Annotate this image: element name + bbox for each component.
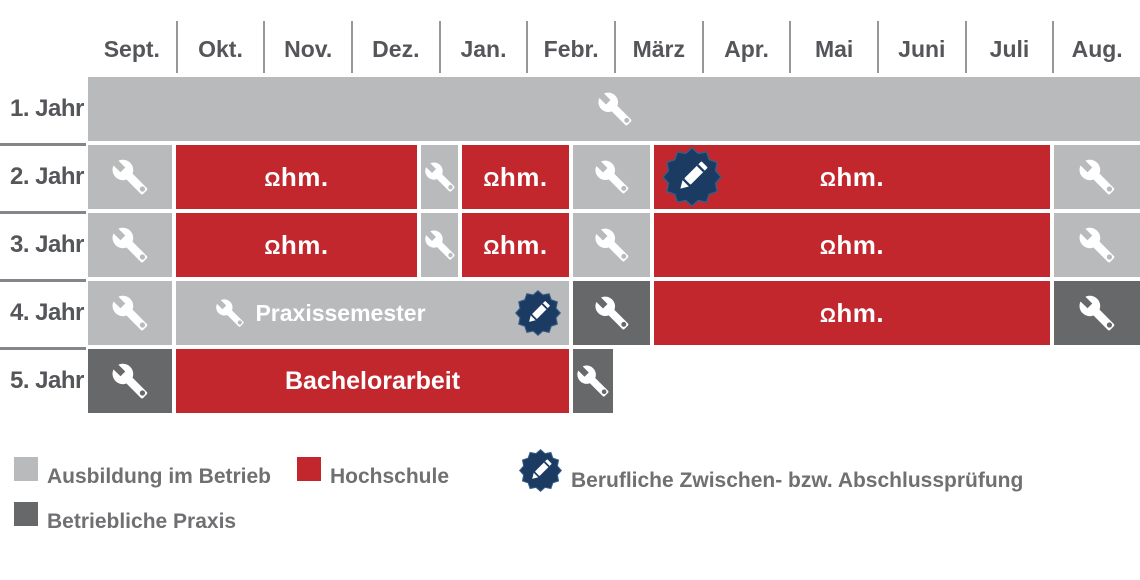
- block-university: Ωhm.: [654, 281, 1050, 345]
- month-label: Juli: [964, 21, 1053, 73]
- ohm-logo: Ωhm.: [819, 297, 885, 328]
- wrench-icon: [112, 159, 148, 195]
- month-label: Aug.: [1052, 21, 1140, 73]
- block-company-training: [573, 213, 650, 277]
- wrench-icon: [424, 230, 455, 260]
- wrench-icon: [577, 365, 609, 397]
- block-company-practice: [1054, 281, 1140, 345]
- ohm-logo: Ωhm.: [819, 229, 885, 260]
- month-label: Jan.: [438, 21, 527, 73]
- block-university: Ωhm.: [176, 213, 417, 277]
- wrench-icon: [594, 296, 628, 330]
- legend-item-pruefung: Berufliche Zwischen- bzw. Abschlussprüfu…: [519, 449, 1023, 493]
- row-divider: [0, 279, 86, 282]
- block-university: Ωhm.: [462, 213, 569, 277]
- month-header: Sept. Okt. Nov. Dez. Jan. Febr. März Apr…: [88, 21, 1140, 73]
- month-label: Nov.: [263, 21, 351, 73]
- month-label: Dez.: [350, 21, 439, 73]
- legend-label: Betriebliche Praxis: [47, 510, 237, 533]
- wrench-icon: [594, 228, 628, 262]
- wrench-icon: [112, 227, 148, 263]
- year-label-4: 4. Jahr: [10, 299, 84, 326]
- pencil-icon: [529, 301, 550, 322]
- wrench-icon: [216, 299, 245, 327]
- wrench-icon: [594, 160, 628, 194]
- block-company-training: [421, 213, 458, 277]
- praxissemester-label: Praxissemester: [255, 299, 426, 326]
- legend-label: Hochschule: [330, 465, 450, 488]
- block-university: Ωhm.: [462, 145, 569, 209]
- month-label: Okt.: [175, 21, 264, 73]
- ohm-logo: Ωhm.: [264, 229, 329, 260]
- pencil-icon: [532, 459, 552, 479]
- legend-swatch-company-practice: [14, 502, 38, 526]
- month-label: Apr.: [701, 21, 790, 73]
- block-company-training: [573, 145, 650, 209]
- wrench-icon: [1079, 295, 1115, 331]
- month-label: Febr.: [526, 21, 614, 73]
- row-divider: [0, 347, 86, 350]
- wrench-icon: [1079, 159, 1115, 195]
- ohm-logo: Ωhm.: [264, 161, 329, 192]
- exam-seal-icon: [662, 147, 722, 207]
- block-company-practice: [573, 281, 650, 345]
- year-label-5: 5. Jahr: [10, 367, 84, 394]
- legend-item-hochschule: Hochschule: [297, 457, 449, 489]
- row-divider: [0, 211, 86, 214]
- pencil-icon: [680, 161, 708, 189]
- wrench-icon: [112, 295, 148, 331]
- month-label: Mai: [789, 21, 877, 73]
- block-university: Ωhm.: [654, 145, 1050, 209]
- block-company-training: [88, 77, 1140, 141]
- block-university: Ωhm.: [654, 213, 1050, 277]
- legend-swatch-university: [297, 457, 321, 481]
- block-bachelorarbeit: Bachelorarbeit: [176, 349, 569, 413]
- legend-swatch-company-training: [14, 457, 38, 481]
- block-company-training: [1054, 145, 1140, 209]
- block-company-training: [88, 281, 172, 345]
- block-company-practice: [88, 349, 172, 413]
- block-company-training: [88, 213, 172, 277]
- legend-item-praxis: Betriebliche Praxis: [14, 502, 236, 534]
- year-label-1: 1. Jahr: [10, 95, 84, 122]
- ohm-logo: Ωhm.: [483, 229, 548, 260]
- block-praxissemester: Praxissemester: [176, 281, 569, 345]
- year-label-2: 2. Jahr: [10, 163, 84, 190]
- legend-item-ausbildung: Ausbildung im Betrieb: [14, 457, 271, 489]
- wrench-icon: [598, 92, 632, 126]
- legend-label: Ausbildung im Betrieb: [47, 465, 272, 488]
- block-university: Ωhm.: [176, 145, 417, 209]
- bachelorarbeit-label: Bachelorarbeit: [284, 366, 461, 395]
- month-label: März: [613, 21, 702, 73]
- legend-label: Berufliche Zwischen- bzw. Abschlussprüfu…: [571, 469, 1024, 492]
- month-label: Juni: [876, 21, 965, 73]
- ohm-logo: Ωhm.: [483, 161, 548, 192]
- block-company-practice: [573, 349, 613, 413]
- wrench-icon: [1079, 227, 1115, 263]
- row-divider: [0, 143, 86, 146]
- ohm-logo: Ωhm.: [819, 161, 885, 192]
- wrench-icon: [424, 162, 455, 192]
- month-label: Sept.: [103, 35, 160, 62]
- block-company-training: [1054, 213, 1140, 277]
- wrench-icon: [112, 363, 148, 399]
- block-company-training: [88, 145, 172, 209]
- year-label-3: 3. Jahr: [10, 231, 84, 258]
- block-company-training: [421, 145, 458, 209]
- exam-seal-icon: [519, 449, 562, 492]
- exam-seal-icon: [515, 290, 561, 336]
